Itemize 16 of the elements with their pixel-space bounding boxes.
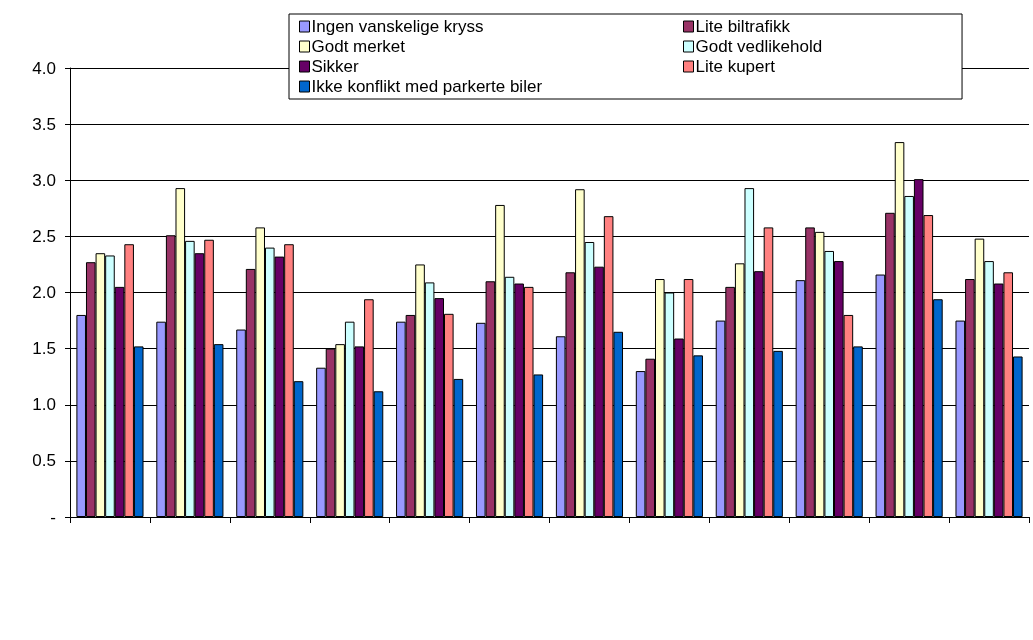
legend-label: Godt vedlikehold bbox=[695, 37, 823, 56]
y-tick-label: 0.5 bbox=[32, 451, 56, 471]
y-tick-label: 3.5 bbox=[32, 114, 56, 134]
y-tick-label: 2.0 bbox=[32, 283, 56, 302]
y-tick-label: - bbox=[50, 507, 56, 527]
y-tick-label: 3.0 bbox=[32, 170, 56, 190]
legend-label: Ikke konflikt med parkerte biler bbox=[311, 77, 543, 96]
y-tick-label: 2.5 bbox=[32, 226, 56, 246]
y-tick-label: 1.0 bbox=[32, 395, 56, 415]
y-tick-label: 1.5 bbox=[32, 339, 56, 359]
legend-label: Lite kupert bbox=[695, 57, 776, 76]
legend-label: Sikker bbox=[311, 57, 360, 76]
legend-label: Godt merket bbox=[311, 37, 406, 56]
legend-label: Ingen vanskelige kryss bbox=[311, 17, 484, 36]
legend-label: Lite biltrafikk bbox=[695, 17, 791, 36]
y-tick-label: 4.0 bbox=[32, 58, 56, 78]
